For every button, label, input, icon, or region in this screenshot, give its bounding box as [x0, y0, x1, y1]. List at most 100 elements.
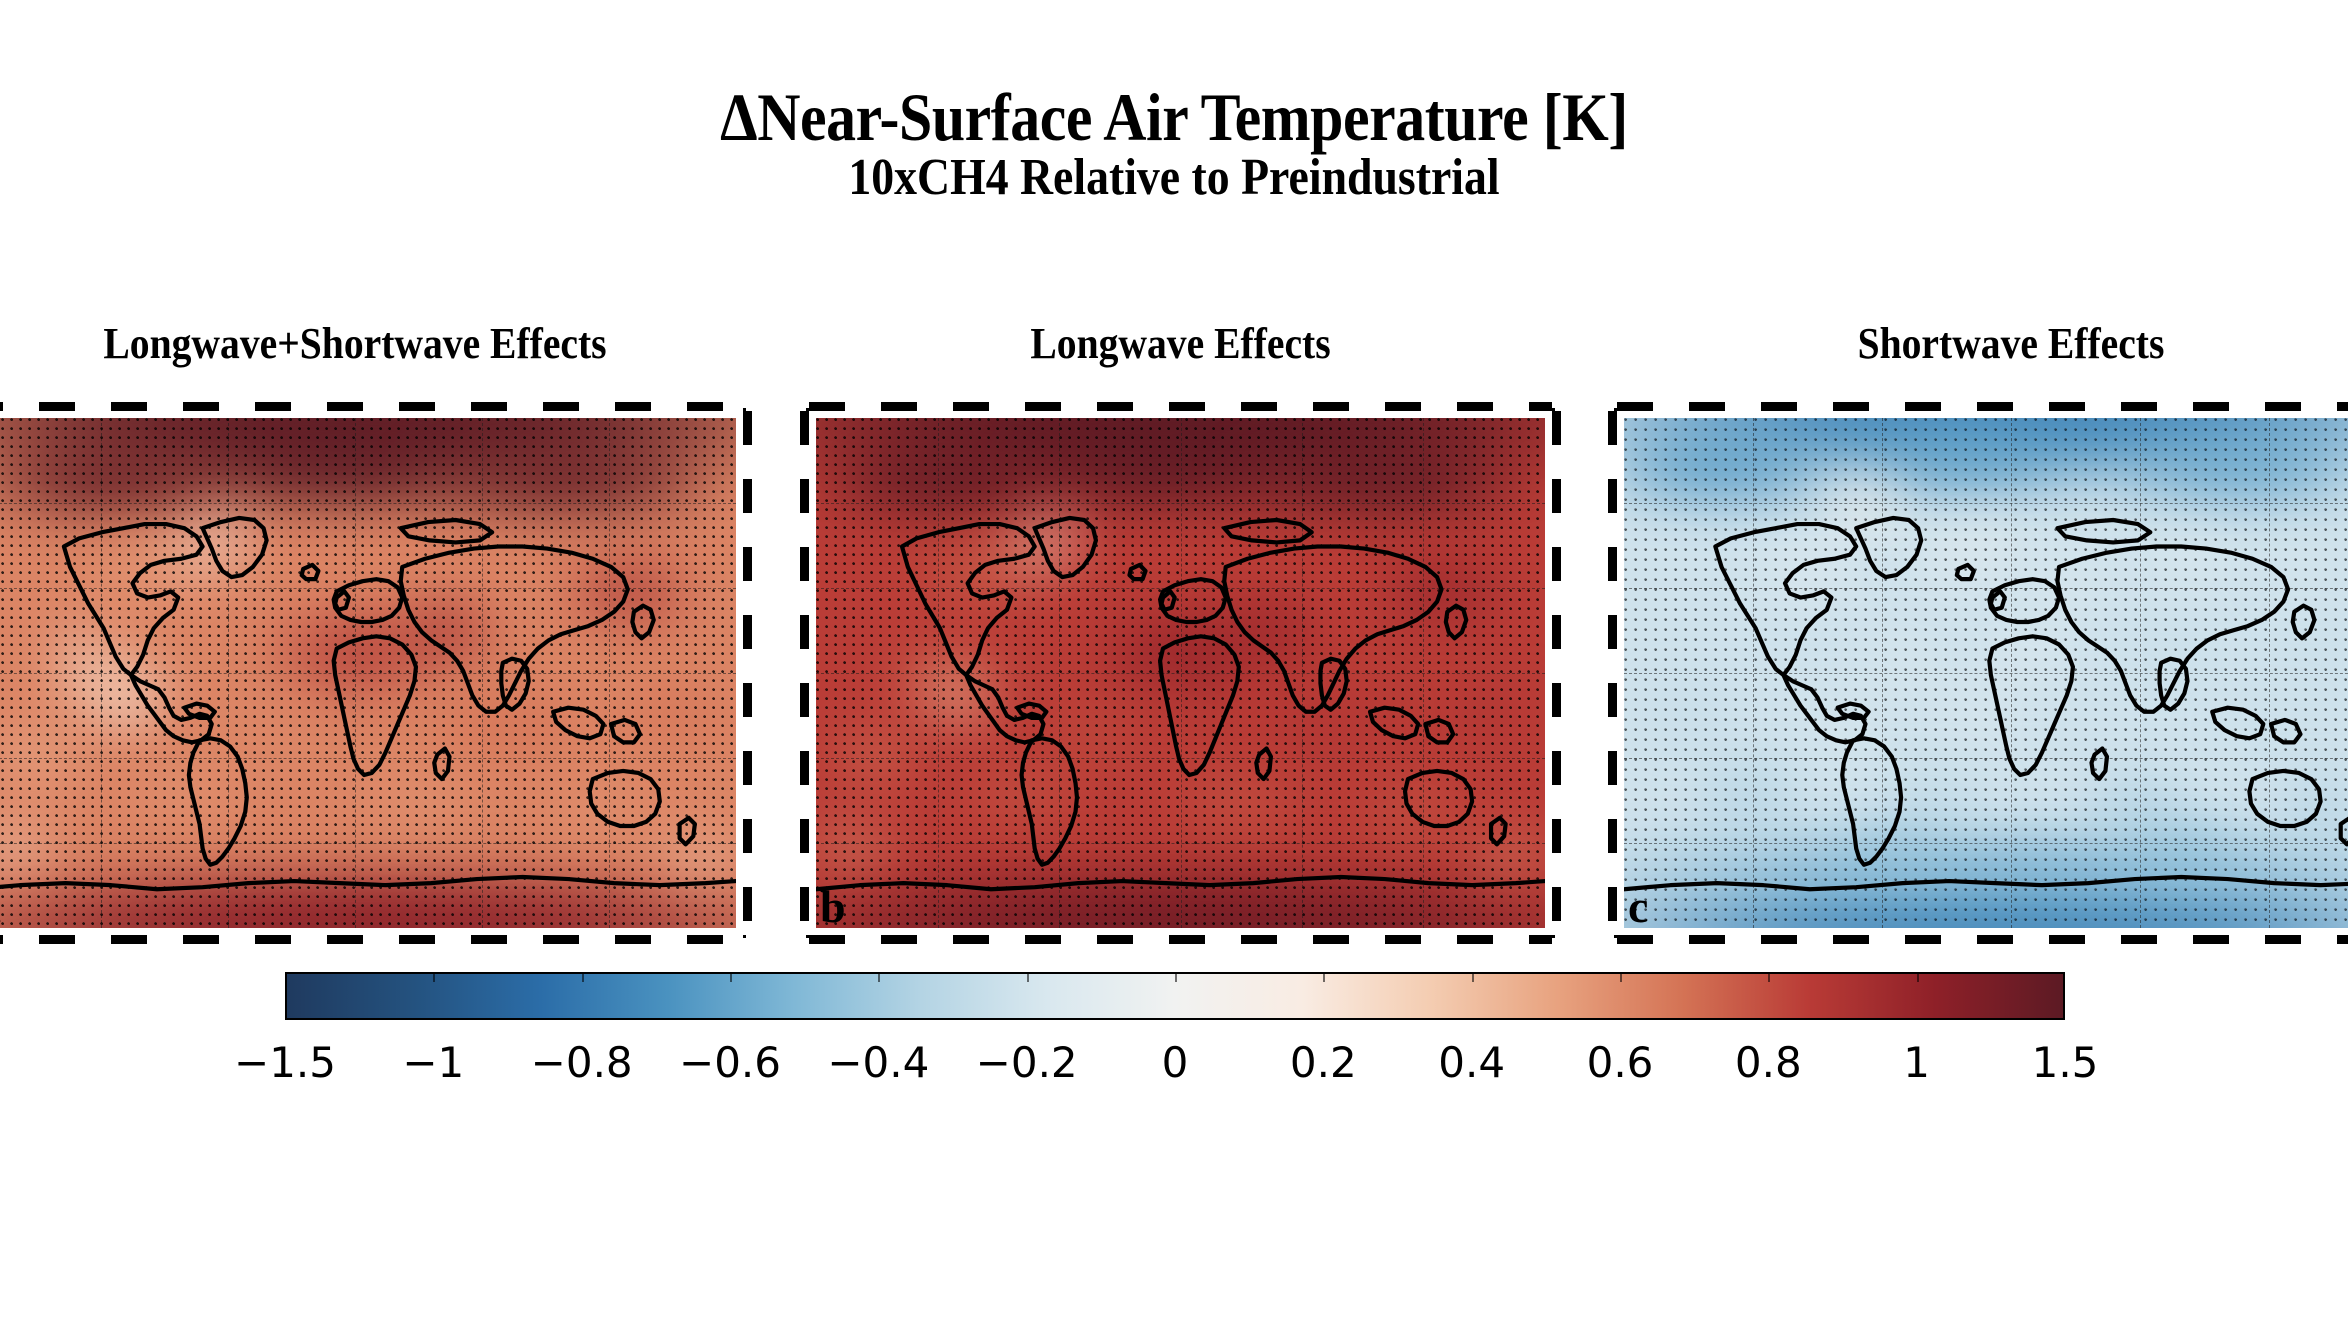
panel-letter-c: c — [1628, 881, 1649, 932]
colorbar-tick — [433, 972, 436, 982]
colorbar-tick-label: −0.2 — [975, 1038, 1078, 1087]
coastline-path — [203, 518, 267, 577]
coastline-path — [1715, 524, 1856, 675]
colorbar-tick — [730, 972, 732, 982]
coastline-path — [1989, 636, 2073, 775]
coastline-path — [1856, 518, 1921, 577]
colorbar-tick — [1471, 972, 1474, 982]
coastline-path — [966, 675, 1043, 742]
map-area-a — [0, 418, 736, 928]
colorbar-tick-label: −1.5 — [234, 1038, 336, 1087]
coastline-path — [2057, 547, 2288, 712]
coastline-path — [611, 720, 640, 742]
colorbar-tick — [1768, 972, 1771, 982]
map-panel-a: a — [0, 402, 752, 944]
frame-ticks-right-b — [1552, 411, 1561, 935]
coastline-path — [1022, 738, 1077, 864]
coastline-path — [1838, 704, 1869, 718]
colorbar-tick — [581, 972, 584, 982]
coastline-path — [334, 579, 403, 622]
coastline-path — [1989, 579, 2059, 622]
coastlines-c — [1624, 418, 2348, 928]
colorbar — [285, 972, 2065, 1020]
coastline-path — [1842, 738, 1901, 864]
coastline-path — [1160, 579, 1226, 622]
map-panel-c: c — [1608, 402, 2348, 944]
colorbar-tick-label: −0.4 — [827, 1038, 930, 1087]
panel-letter-a: a — [0, 884, 1, 930]
panel-frame-c — [1608, 402, 2348, 944]
colorbar-tick — [1323, 972, 1326, 982]
colorbar-tick-label: 0.2 — [1289, 1038, 1357, 1087]
colorbar-tick-labels: −1.5 −1 −0.8 −0.6 −0.4 −0.2 0 0.2 0.4 0.6 0.8 1 1.5 — [0, 1038, 2348, 1098]
coastline-path — [1017, 704, 1046, 718]
frame-ticks-left-b — [800, 411, 809, 935]
coastline-path — [1405, 771, 1472, 826]
colorbar-tick-label: 0.8 — [1734, 1038, 1802, 1087]
colorbar-tick-label: 0 — [1161, 1038, 1189, 1087]
frame-ticks-top-b — [809, 402, 1552, 411]
colorbar-tick — [1175, 972, 1177, 982]
coastline-path — [1035, 518, 1096, 577]
frame-ticks-bottom-c — [1617, 935, 2348, 944]
coastline-path — [590, 771, 660, 826]
coastline-path — [816, 877, 1545, 889]
figure-subtitle: 10xCH4 Relative to Preindustrial — [848, 149, 1500, 206]
colorbar-ticks — [285, 972, 2065, 982]
coastline-path — [1491, 818, 1506, 845]
coastline-path — [401, 520, 492, 542]
coastline-path — [434, 748, 449, 779]
coastline-path — [2212, 708, 2263, 739]
coastline-path — [1446, 606, 1466, 639]
coastline-path — [553, 708, 603, 739]
panel-frame-b — [800, 402, 1561, 944]
coastline-path — [1425, 720, 1453, 742]
coastline-path — [1224, 520, 1311, 542]
map-area-b — [816, 418, 1545, 928]
frame-ticks-bottom-b — [809, 935, 1552, 944]
colorbar-tick — [878, 972, 881, 982]
frame-ticks-right-a — [743, 411, 752, 935]
coastline-path — [1224, 547, 1441, 712]
coastlines-b — [816, 418, 1545, 928]
coastline-path — [1370, 708, 1418, 739]
coastline-path — [1624, 877, 2348, 889]
panel-title-c: Shortwave Effects — [1857, 319, 2165, 368]
colorbar-tick-label: −1 — [402, 1038, 465, 1087]
coastline-path — [2249, 771, 2320, 826]
coastline-path — [184, 704, 214, 718]
colorbar-tick-label: −0.6 — [679, 1038, 781, 1087]
coastline-path — [2091, 748, 2106, 779]
coastline-path — [1129, 565, 1145, 579]
coastline-path — [2341, 818, 2348, 845]
panel-frame-a — [0, 402, 752, 944]
coastline-path — [401, 547, 628, 712]
coastline-path — [0, 877, 736, 889]
frame-ticks-top-c — [1617, 402, 2348, 411]
map-area-c — [1624, 418, 2348, 928]
colorbar-tick — [1026, 972, 1029, 982]
coastline-path — [1256, 748, 1271, 779]
colorbar-tick-label: 0.6 — [1586, 1038, 1654, 1087]
coastline-path — [2271, 720, 2300, 742]
colorbar-tick-label: 1 — [1903, 1038, 1931, 1087]
frame-ticks-left-c — [1608, 411, 1617, 935]
colorbar-tick-label: 1.5 — [2031, 1038, 2099, 1087]
coastline-path — [632, 606, 653, 639]
colorbar-tick-label: 0.4 — [1438, 1038, 1506, 1087]
figure-title: ΔNear-Surface Air Temperature [K] — [720, 79, 1628, 155]
coastline-path — [2293, 606, 2315, 639]
frame-ticks-top-a — [0, 402, 743, 411]
coastline-path — [680, 818, 695, 845]
coastline-path — [131, 675, 212, 742]
coastline-path — [902, 524, 1035, 675]
colorbar-tick-label: −0.8 — [530, 1038, 633, 1087]
frame-ticks-bottom-a — [0, 935, 743, 944]
coastline-path — [1783, 675, 1865, 742]
colorbar-tick — [1916, 972, 1919, 982]
coastline-path — [2057, 520, 2150, 542]
coastline-path — [1160, 636, 1239, 775]
panel-letter-b: b — [820, 881, 846, 932]
coastline-path — [334, 636, 416, 775]
